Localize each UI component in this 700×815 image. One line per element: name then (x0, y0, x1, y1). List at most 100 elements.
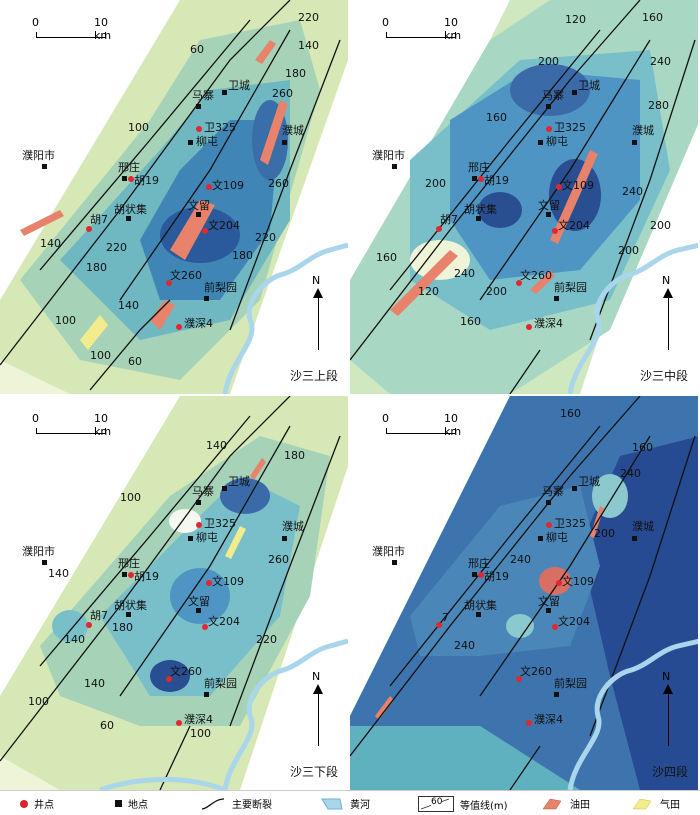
well-marker (202, 624, 208, 630)
contour-label: 60 (100, 719, 114, 732)
contour-label: 200 (594, 527, 615, 540)
panel-title: 沙三上段 (289, 369, 338, 383)
well-marker (166, 280, 172, 286)
place-marker (472, 572, 477, 577)
well-marker (556, 184, 562, 190)
well-dot-icon (20, 799, 28, 808)
contour-label: 220 (298, 11, 319, 24)
place-marker (196, 608, 201, 613)
contour-label: 240 (620, 467, 641, 480)
place-square-icon (115, 800, 122, 807)
place-wenliu: 文留 (538, 595, 560, 608)
contour-label: 220 (256, 633, 277, 646)
place-puscheng: 濮城 (282, 124, 304, 137)
place-marker (188, 140, 193, 145)
contour-label: 100 (128, 121, 149, 134)
panel-title: 沙四段 (651, 765, 688, 779)
well-pushen4: 濮深4 (534, 317, 563, 330)
place-huzhuangji: 胡状集 (114, 599, 147, 612)
well-wen204: 文204 (558, 615, 590, 628)
scale-bar: 0 10 km (380, 404, 470, 438)
place-xingzhuang: 邢庄 (468, 161, 490, 174)
well-wen260: 文260 (170, 269, 202, 282)
well-marker (202, 228, 208, 234)
contour-label: 140 (40, 237, 61, 250)
well-marker (552, 624, 558, 630)
scale-ten: 10 km (444, 16, 462, 42)
north-arrow: N (660, 670, 678, 750)
legend-fault: 主要断裂 (200, 796, 272, 811)
place-marker (42, 164, 47, 169)
place-xingzhuang: 邢庄 (118, 557, 140, 570)
contour-label: 140 (48, 567, 69, 580)
legend-gasfield: 气田 (630, 796, 680, 811)
place-marker (204, 692, 209, 697)
map-legend: 井点 地点 主要断裂 黄河 60 等值线(m) 油田 气田 (0, 790, 700, 815)
place-marker (122, 572, 127, 577)
contour-label: 60 (190, 43, 204, 56)
well-marker (526, 720, 532, 726)
place-marker (476, 612, 481, 617)
well-marker (206, 580, 212, 586)
well-marker (196, 522, 202, 528)
legend-oilfield-label: 油田 (570, 800, 590, 811)
well-hu19: 胡19 (484, 174, 509, 187)
contour-label: 100 (90, 349, 111, 362)
contour-label: 240 (510, 553, 531, 566)
map-background (0, 396, 348, 790)
place-marker (196, 212, 201, 217)
contour-label: 220 (106, 241, 127, 254)
place-puscheng: 濮城 (282, 520, 304, 533)
well-wen260: 文260 (170, 665, 202, 678)
place-marker (472, 176, 477, 181)
place-marker (572, 486, 577, 491)
place-marker (392, 164, 397, 169)
well-hu7: 胡7 (90, 213, 108, 226)
contour-label: 140 (118, 299, 139, 312)
place-marker (546, 500, 551, 505)
contour-label: 140 (84, 677, 105, 690)
contour-label: 180 (284, 449, 305, 462)
place-weicheng: 卫城 (228, 79, 250, 92)
well-marker (86, 226, 92, 232)
place-marker (196, 104, 201, 109)
oilfield-icon (542, 798, 562, 809)
well-hu7-short: 7 (442, 611, 449, 624)
legend-oilfield: 油田 (540, 796, 590, 811)
well-marker (196, 126, 202, 132)
map-background (350, 396, 698, 790)
map-background (0, 0, 348, 394)
well-marker (516, 280, 522, 286)
north-label: N (312, 274, 321, 287)
contour-sample-label: 60 (431, 797, 443, 807)
place-marker (42, 560, 47, 565)
legend-place-label: 地点 (128, 800, 148, 811)
well-wen109: 文109 (562, 575, 594, 588)
map-background (350, 0, 698, 394)
north-label: N (662, 274, 671, 287)
contour-label: 160 (560, 407, 581, 420)
place-wenliu: 文留 (538, 199, 560, 212)
well-wen109: 文109 (212, 575, 244, 588)
well-hu7: 胡7 (90, 609, 108, 622)
place-marker (546, 104, 551, 109)
scale-bar: 0 10 km (380, 8, 470, 42)
contour-line-icon: 60 (418, 796, 454, 812)
well-wen109: 文109 (212, 179, 244, 192)
well-pushen4: 濮深4 (184, 317, 213, 330)
well-pushen4: 濮深4 (534, 713, 563, 726)
place-weicheng: 卫城 (578, 475, 600, 488)
scale-zero: 0 (32, 16, 39, 29)
place-puscheng: 濮城 (632, 124, 654, 137)
well-marker (552, 228, 558, 234)
contour-label: 260 (272, 87, 293, 100)
well-marker (436, 226, 442, 232)
well-marker (478, 176, 484, 182)
north-arrow: N (660, 274, 678, 354)
place-puscheng: 濮城 (632, 520, 654, 533)
contour-label: 260 (268, 177, 289, 190)
place-huzhuangji: 胡状集 (464, 203, 497, 216)
scale-zero: 0 (382, 16, 389, 29)
contour-label: 160 (642, 11, 663, 24)
contour-label: 100 (28, 695, 49, 708)
